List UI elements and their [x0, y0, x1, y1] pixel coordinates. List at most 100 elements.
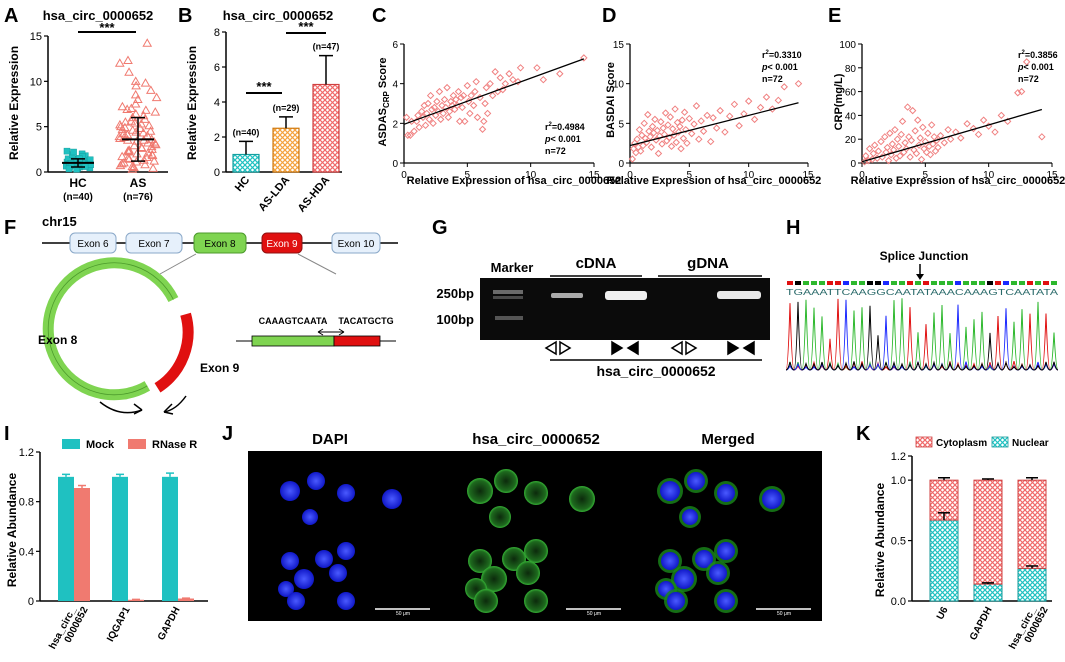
panel-c-point	[426, 91, 435, 100]
panel-c-point	[406, 131, 415, 139]
panel-b-ytick-label: 0	[214, 167, 220, 179]
panel-k-ylabel: Relative Abundance	[873, 483, 887, 598]
circ-arrowhead-right	[163, 403, 174, 415]
circ-signal-cell	[524, 589, 548, 613]
panel-e-point	[862, 152, 870, 160]
sequence-base-mark	[811, 281, 817, 285]
panel-f-chrom-label: chr15	[42, 214, 77, 229]
panel-a-point-as	[117, 101, 128, 111]
panel-c-point	[429, 119, 437, 128]
panel-d-point	[687, 129, 696, 138]
exon-9-label: Exon 9	[266, 239, 298, 250]
panel-c-point	[533, 64, 541, 72]
panel-letter-g: G	[432, 217, 448, 239]
panel-c-point	[472, 77, 480, 86]
circ-arrow-right	[163, 395, 187, 413]
panel-c-xtick-label: 5	[465, 170, 471, 181]
panel-c-point	[418, 107, 426, 116]
scale-text-dapi: 50 μm	[396, 611, 410, 617]
panel-k-ytick-label: 1.2	[891, 451, 906, 463]
merged-nucleus	[709, 564, 727, 582]
panel-c-point	[435, 87, 444, 96]
merged-nucleus	[667, 592, 685, 610]
dapi-nucleus	[278, 581, 294, 597]
panel-i-bar	[58, 476, 74, 601]
panel-d-point	[756, 103, 765, 112]
panel-a-point-as	[120, 117, 131, 126]
sequence-base-mark	[963, 281, 969, 285]
panel-d-point	[682, 125, 690, 134]
sequence-base-mark	[867, 281, 873, 285]
panel-e-point	[888, 140, 897, 148]
gel-gdna-band-conv	[717, 291, 761, 299]
circ-signal-cell	[524, 481, 548, 505]
panel-e-point	[881, 133, 889, 141]
exon-10: Exon 10	[331, 232, 381, 254]
panel-e-point	[926, 150, 935, 159]
sequence-base-mark	[1019, 281, 1025, 285]
sequence-base-mark	[819, 281, 825, 285]
panel-e-ytick-label: 80	[845, 64, 857, 75]
panel-a-point-as	[117, 151, 127, 161]
panel-j: DAPI hsa_circ_0000652 Merged 50 μm 50 μm…	[248, 431, 822, 621]
merged-nucleus	[682, 509, 698, 525]
panel-e-ytick-label: 40	[845, 111, 857, 122]
panel-b-n-label: (n=40)	[233, 127, 260, 137]
panel-d-point	[712, 124, 721, 132]
panel-d-xlabel: Relative Expression of hsa_circ_0000652	[607, 175, 822, 187]
panel-a-point-as	[138, 110, 149, 120]
sequence-base-mark	[891, 281, 897, 285]
panel-b-n-label: (n=29)	[273, 103, 300, 113]
legend-mock-label: Mock	[86, 439, 115, 451]
panel-c-ytick-label: 0	[392, 159, 398, 170]
panel-e-r2: r2=0.3856	[1018, 50, 1058, 60]
panel-d-ylabel: BASDAI Score	[605, 62, 617, 138]
panel-c-point	[491, 68, 499, 76]
primer-div-left-icon-2	[670, 340, 683, 356]
panel-d-point	[672, 138, 680, 147]
circ-arrow-left	[99, 401, 143, 414]
exon-8: Exon 8	[193, 232, 247, 254]
circ-signal-cell	[489, 506, 511, 528]
dapi-nucleus	[337, 592, 355, 610]
panel-d-point	[721, 128, 729, 136]
panel-c-point	[509, 75, 517, 84]
panel-e-point	[1017, 87, 1026, 96]
panel-d-point	[658, 140, 666, 148]
sequence-base-mark	[1035, 281, 1041, 285]
sequence-base-mark	[1027, 281, 1033, 285]
panel-e-point	[979, 116, 988, 124]
panel-e-ytick-label: 100	[839, 40, 856, 51]
panel-d-p: p< 0.001	[761, 62, 798, 72]
merged-nucleus	[674, 569, 694, 589]
panel-a-point-as	[129, 140, 140, 150]
panel-e-point	[963, 120, 971, 128]
panel-c-point	[439, 109, 447, 118]
panel-d-point	[768, 105, 777, 113]
panel-a-point-hc	[65, 165, 73, 173]
panel-c-point	[486, 79, 494, 88]
panel-a-point-as	[136, 142, 147, 152]
panel-a-point-as	[122, 104, 133, 113]
panel-d-point	[647, 143, 656, 151]
panel-d-point	[666, 113, 675, 121]
merged-nucleus	[660, 481, 680, 501]
panel-a-point-as	[145, 126, 156, 135]
panel-a-point-as	[127, 125, 138, 134]
circ-exon8-outline	[47, 262, 174, 396]
panel-e-point	[916, 134, 924, 142]
panel-d-point	[657, 118, 665, 126]
panel-a-point-as	[123, 55, 133, 64]
primer-div-gdna	[670, 340, 698, 356]
panel-a-point-as	[118, 128, 129, 138]
panel-d-point	[678, 116, 686, 124]
sequence-base-mark	[787, 281, 793, 285]
panel-a-point-as	[146, 141, 157, 151]
panel-e-point	[877, 137, 885, 146]
exon-8-box	[193, 232, 247, 254]
panel-e-point	[901, 139, 909, 147]
panel-a-point-as	[123, 153, 133, 162]
panel-g: Marker cDNA gDNA 250bp 100bp hsa_c	[436, 255, 770, 379]
panel-k-ytick-label: 0.5	[891, 536, 906, 548]
panel-e-xlabel: Relative Expression of hsa_circ_0000652	[851, 175, 1065, 187]
